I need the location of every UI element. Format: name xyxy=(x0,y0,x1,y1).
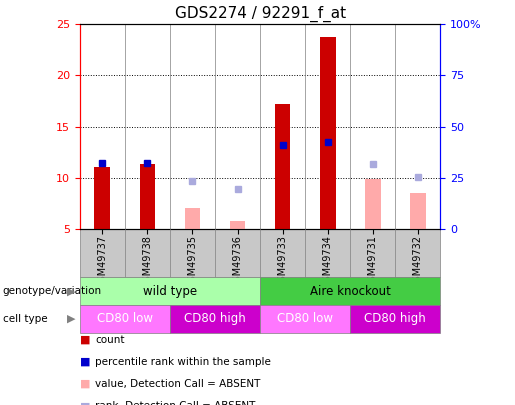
Text: CD80 high: CD80 high xyxy=(365,312,426,325)
Text: ■: ■ xyxy=(80,401,90,405)
Text: value, Detection Call = ABSENT: value, Detection Call = ABSENT xyxy=(95,379,261,389)
Text: wild type: wild type xyxy=(143,285,197,298)
Bar xyxy=(410,193,426,229)
Bar xyxy=(320,36,336,229)
Text: genotype/variation: genotype/variation xyxy=(3,286,101,296)
Title: GDS2274 / 92291_f_at: GDS2274 / 92291_f_at xyxy=(175,5,346,21)
Text: rank, Detection Call = ABSENT: rank, Detection Call = ABSENT xyxy=(95,401,255,405)
Bar xyxy=(94,168,110,229)
Bar xyxy=(230,221,246,229)
Text: percentile rank within the sample: percentile rank within the sample xyxy=(95,357,271,367)
Text: ■: ■ xyxy=(80,379,90,389)
Text: count: count xyxy=(95,335,125,345)
Text: cell type: cell type xyxy=(3,314,47,324)
Bar xyxy=(184,208,200,229)
Text: CD80 low: CD80 low xyxy=(277,312,333,325)
Text: CD80 low: CD80 low xyxy=(97,312,153,325)
Text: CD80 high: CD80 high xyxy=(184,312,246,325)
Text: ▶: ▶ xyxy=(67,314,76,324)
Text: ■: ■ xyxy=(80,335,90,345)
Bar xyxy=(365,179,381,229)
Bar xyxy=(140,164,156,229)
Text: Aire knockout: Aire knockout xyxy=(310,285,391,298)
Bar xyxy=(274,104,290,229)
Text: ▶: ▶ xyxy=(67,286,76,296)
Text: ■: ■ xyxy=(80,357,90,367)
